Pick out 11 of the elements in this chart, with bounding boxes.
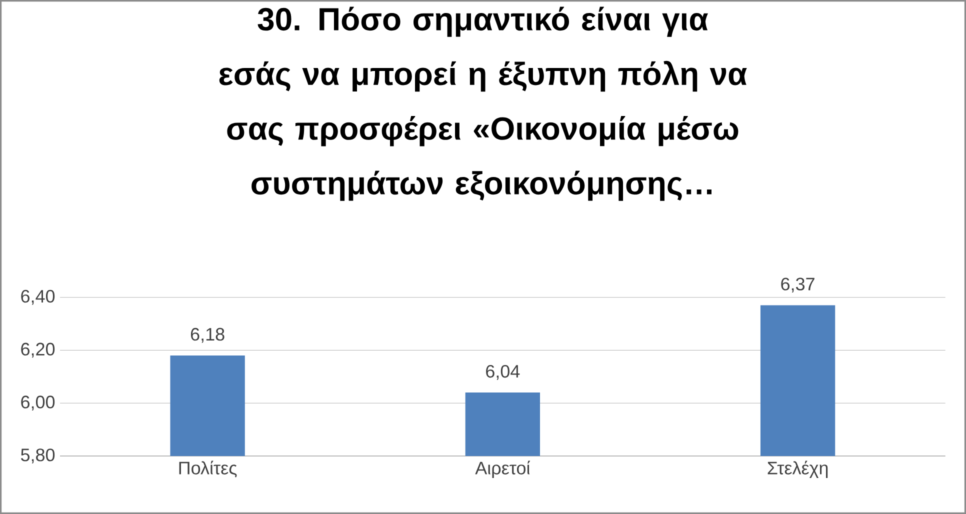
y-tick-label: 6,40 <box>21 290 55 305</box>
data-label: 6,18 <box>190 328 224 343</box>
x-tick-label: Αιρετοί <box>475 460 530 478</box>
y-tick-label: 5,80 <box>20 448 55 464</box>
data-label: 6,04 <box>486 364 520 380</box>
y-tick-label: 6,20 <box>21 342 55 358</box>
x-tick-label: Πολίτες <box>179 460 237 478</box>
data-label: 6,37 <box>781 278 814 293</box>
y-tick-label: 6,00 <box>21 396 55 411</box>
x-tick-label: Στελέχη <box>768 460 828 478</box>
chart-title: 30. Πόσο σημαντικό είναι για εσάς να μπορεί η έξυπνη πόλη να σας προσφέρει «Οικονομία μέσω συστημάτων εξοικονόμησης… <box>219 6 747 201</box>
